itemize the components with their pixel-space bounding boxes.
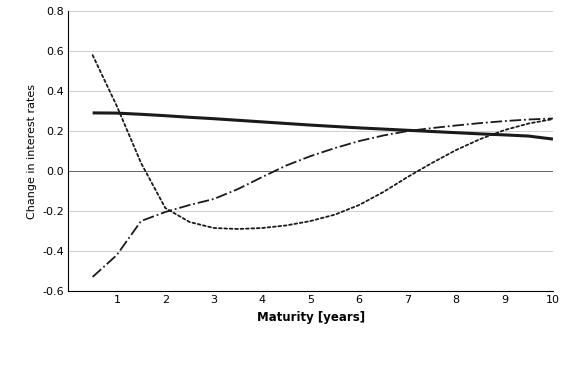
2nd comp.: [477, 121, 483, 125]
1st comp.: [453, 131, 459, 135]
3rd comp.: [307, 219, 314, 223]
Y-axis label: Change in interest rates: Change in interest rates: [27, 84, 37, 219]
X-axis label: Maturity [years]: Maturity [years]: [256, 311, 365, 324]
3rd comp.: [501, 128, 508, 132]
3rd comp.: [526, 121, 532, 126]
1st comp.: [283, 121, 290, 126]
3rd comp.: [259, 226, 266, 230]
Line: 3rd comp.: 3rd comp.: [92, 55, 553, 229]
2nd comp.: [429, 126, 435, 130]
3rd comp.: [113, 104, 120, 108]
1st comp.: [235, 118, 242, 122]
3rd comp.: [429, 161, 435, 165]
1st comp.: [332, 124, 339, 129]
1st comp.: [210, 116, 217, 121]
2nd comp.: [162, 210, 169, 214]
2nd comp.: [526, 117, 532, 122]
2nd comp.: [259, 175, 266, 179]
2nd comp.: [138, 219, 145, 223]
1st comp.: [138, 112, 145, 116]
3rd comp.: [162, 206, 169, 210]
3rd comp.: [332, 212, 339, 217]
3rd comp.: [453, 148, 459, 152]
3rd comp.: [404, 175, 411, 179]
1st comp.: [380, 127, 386, 131]
3rd comp.: [235, 227, 242, 231]
3rd comp.: [283, 223, 290, 228]
Line: 2nd comp.: 2nd comp.: [92, 119, 553, 277]
2nd comp.: [307, 154, 314, 158]
2nd comp.: [380, 133, 386, 138]
2nd comp.: [332, 146, 339, 150]
3rd comp.: [549, 117, 556, 121]
3rd comp.: [356, 203, 363, 207]
2nd comp.: [549, 116, 556, 121]
2nd comp.: [356, 139, 363, 143]
2nd comp.: [404, 129, 411, 133]
Line: 1st comp.: 1st comp.: [92, 113, 553, 139]
3rd comp.: [186, 220, 193, 224]
1st comp.: [477, 132, 483, 136]
2nd comp.: [186, 203, 193, 207]
2nd comp.: [501, 119, 508, 123]
1st comp.: [162, 113, 169, 118]
2nd comp.: [210, 197, 217, 201]
1st comp.: [549, 137, 556, 141]
3rd comp.: [380, 190, 386, 194]
3rd comp.: [210, 226, 217, 230]
1st comp.: [113, 111, 120, 115]
2nd comp.: [113, 253, 120, 257]
1st comp.: [501, 133, 508, 137]
3rd comp.: [477, 137, 483, 141]
2nd comp.: [89, 275, 96, 279]
1st comp.: [89, 111, 96, 115]
2nd comp.: [453, 123, 459, 128]
2nd comp.: [283, 163, 290, 168]
1st comp.: [186, 115, 193, 119]
1st comp.: [526, 134, 532, 138]
3rd comp.: [138, 161, 145, 165]
1st comp.: [307, 123, 314, 127]
1st comp.: [356, 126, 363, 130]
1st comp.: [429, 129, 435, 134]
1st comp.: [259, 120, 266, 124]
3rd comp.: [89, 53, 96, 57]
2nd comp.: [235, 187, 242, 191]
1st comp.: [404, 128, 411, 132]
